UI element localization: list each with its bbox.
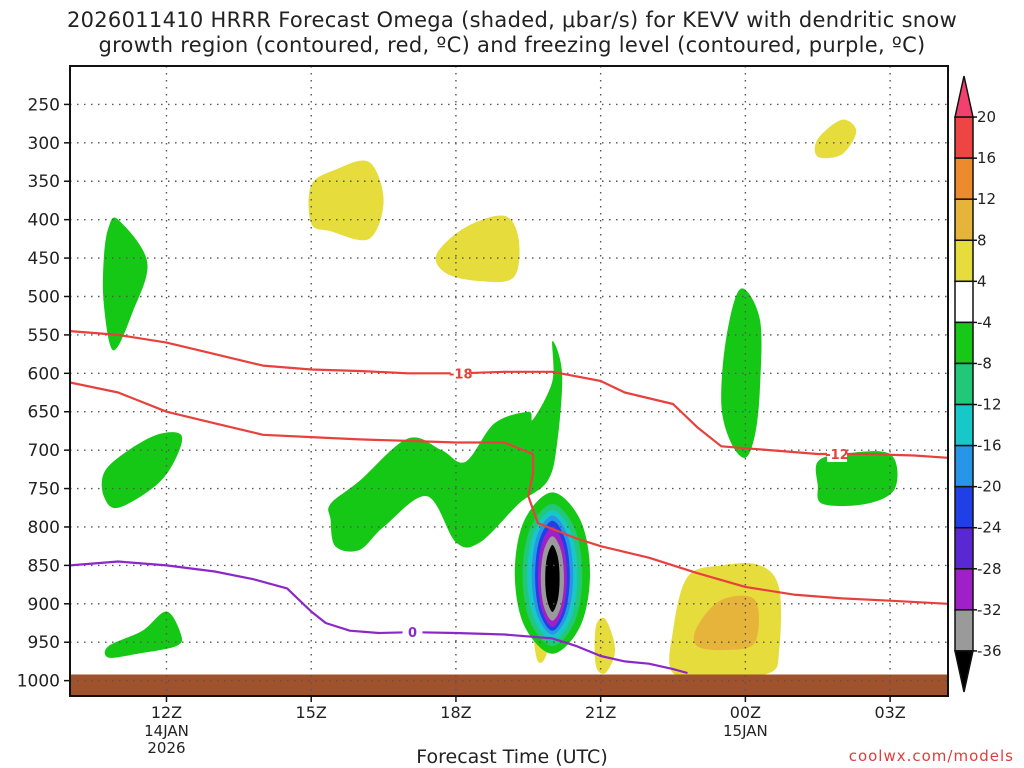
colorbar-swatch-6 xyxy=(954,321,974,365)
y-tick-label-750: 750 xyxy=(28,480,60,500)
colorbar-swatch-12 xyxy=(954,568,974,611)
colorbar-swatch-1 xyxy=(954,116,974,159)
y-tick-label-500: 500 xyxy=(28,287,60,307)
strong-omega-core-20z-ring-m36 xyxy=(543,542,562,615)
dgz-top-contour-label-bg xyxy=(450,365,471,382)
yellow-cell-15z-350 xyxy=(308,160,384,241)
grid-layer xyxy=(70,66,948,696)
colorbar-swatch-bottom xyxy=(954,650,974,693)
y-tick-label-900: 900 xyxy=(28,595,60,615)
colorbar-label-4: 4 xyxy=(977,272,987,290)
omega-shading-layer xyxy=(101,119,898,678)
colorbar-label-11: -28 xyxy=(977,560,1002,578)
colorbar-label-7: -12 xyxy=(977,396,1002,414)
colorbar-swatch-2 xyxy=(954,157,974,200)
green-cell-left-low xyxy=(104,611,183,658)
green-cell-02z-730 xyxy=(815,451,898,507)
ground-layer xyxy=(70,674,948,696)
y-tick-label-800: 800 xyxy=(28,518,60,538)
y-tick-label-950: 950 xyxy=(28,633,60,653)
ground-surface xyxy=(70,674,948,696)
colorbar-swatch-7 xyxy=(954,362,974,406)
x-tick-label-12Z: 12Z xyxy=(151,703,182,722)
y-tick-label-850: 850 xyxy=(28,556,60,576)
x-tick-label-18Z: 18Z xyxy=(440,703,471,722)
freezing-level-contour xyxy=(70,560,688,675)
colorbar-swatch-11 xyxy=(954,526,974,570)
y-axis: 250 300 350 400 450 500 550 600 650 700 750 800 850 9… xyxy=(17,95,70,692)
green-cell-upper-left xyxy=(102,217,148,351)
colorbar-swatch-3 xyxy=(954,198,974,242)
chart-title-line-2: growth region (contoured, red, ºC) and f… xyxy=(98,33,926,57)
x-tick-label-00Z: 00Z xyxy=(730,703,761,722)
yellow-small-21z-950 xyxy=(594,617,616,674)
plot-border xyxy=(69,65,949,697)
x-tick-label-21Z: 21Z xyxy=(585,703,616,722)
x-year-label-12Z: 2026 xyxy=(147,739,185,757)
credit-link[interactable]: coolwx.com/models xyxy=(848,747,1014,765)
x-date-label-12Z: 14JAN xyxy=(144,722,189,740)
dgz-bottom-contour-label: -12 xyxy=(825,448,849,463)
dgz-bottom-contour-label-bg xyxy=(827,445,848,462)
colorbar-label-3: 8 xyxy=(977,231,987,249)
colorbar-label-8: -16 xyxy=(977,437,1002,455)
chart-title-line-1: 2026011410 HRRR Forecast Omega (shaded, … xyxy=(66,8,958,32)
y-tick-label-300: 300 xyxy=(28,134,60,154)
y-tick-label-650: 650 xyxy=(28,403,60,423)
colorbar-swatch-9 xyxy=(954,444,974,488)
freezing-level-contour-label: 0 xyxy=(408,626,417,641)
orange-core-00z-930 xyxy=(693,595,759,651)
colorbar-swatch-top xyxy=(954,75,974,118)
y-tick-label-350: 350 xyxy=(28,172,60,192)
y-tick-label-600: 600 xyxy=(28,364,60,384)
yellow-cell-18z-440 xyxy=(435,215,520,283)
yellow-cell-02z-300 xyxy=(814,119,857,159)
y-tick-label-550: 550 xyxy=(28,326,60,346)
colorbar: 20 16 12 8 4 -4 -8 -12 -16 -20 -24 -28 -32 -36 xyxy=(954,75,1002,693)
y-tick-label-700: 700 xyxy=(28,441,60,461)
colorbar-label-12: -32 xyxy=(977,601,1002,619)
colorbar-label-9: -20 xyxy=(977,478,1002,496)
x-tick-label-03Z: 03Z xyxy=(874,703,905,722)
colorbar-swatch-13 xyxy=(954,609,974,652)
green-cell-00z-column xyxy=(721,288,762,458)
colorbar-label-10: -24 xyxy=(977,519,1002,537)
colorbar-label-6: -8 xyxy=(977,354,992,372)
green-main-band xyxy=(328,340,563,552)
contour-layer: -18 -12 0 xyxy=(70,330,948,675)
colorbar-swatch-4 xyxy=(954,239,974,283)
y-tick-label-450: 450 xyxy=(28,249,60,269)
dgz-top-contour-label: -18 xyxy=(449,367,473,382)
x-tick-label-15Z: 15Z xyxy=(296,703,327,722)
y-tick-label-1000: 1000 xyxy=(17,672,60,692)
y-tick-label-250: 250 xyxy=(28,95,60,115)
colorbar-label-13: -36 xyxy=(977,642,1002,660)
colorbar-label-2: 12 xyxy=(977,190,996,208)
freezing-level-contour-label-bg xyxy=(402,624,423,641)
colorbar-label-5: -4 xyxy=(977,313,992,331)
y-tick-label-400: 400 xyxy=(28,211,60,231)
colorbar-swatch-5 xyxy=(954,280,974,324)
colorbar-label-0: 20 xyxy=(977,108,996,126)
plot-frame xyxy=(69,65,949,697)
x-axis-title: Forecast Time (UTC) xyxy=(416,746,608,768)
dgz-bottom-contour xyxy=(70,381,948,605)
colorbar-swatch-10 xyxy=(954,485,974,529)
green-cell-left-mid xyxy=(101,432,183,509)
colorbar-label-1: 16 xyxy=(977,149,996,167)
colorbar-swatch-8 xyxy=(954,403,974,447)
x-date-label-00Z: 15JAN xyxy=(723,722,768,740)
dgz-top-contour xyxy=(70,330,948,459)
